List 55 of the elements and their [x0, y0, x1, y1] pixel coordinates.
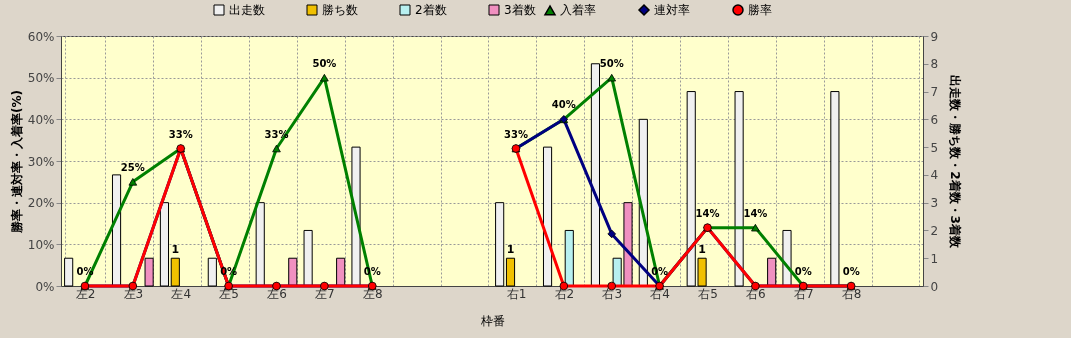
data-label: 0% — [794, 266, 812, 277]
y2-tick-label: 1 — [930, 251, 939, 266]
data-label: 1 — [171, 243, 180, 257]
y2-tick-label: 3 — [930, 196, 939, 211]
y2-tick-label: 2 — [930, 223, 939, 238]
y2-axis-title: 出走数・勝ち数・2着数・3着数 — [948, 75, 963, 249]
y2-tick-label: 8 — [930, 57, 939, 72]
y-tick-label: 60% — [27, 29, 55, 44]
y-tick-label: 10% — [27, 237, 55, 252]
legend-label: 入着率 — [560, 3, 596, 18]
y2-tick-label: 6 — [930, 112, 939, 127]
x-tick-label: 右1 — [506, 286, 527, 301]
data-label: 50% — [599, 57, 624, 69]
data-label: 1 — [506, 243, 515, 257]
x-tick-label: 右5 — [698, 286, 718, 301]
x-tick-label: 左2 — [75, 286, 96, 301]
y-tick-label: 30% — [27, 154, 55, 169]
legend-label: 2着数 — [415, 3, 447, 17]
data-label: 50% — [312, 57, 337, 69]
x-axis-title: 枠番 — [479, 313, 505, 328]
data-label: 1 — [698, 243, 706, 257]
x-tick-label: 左3 — [123, 286, 144, 301]
legend-label: 勝率 — [748, 3, 772, 17]
x-tick-label: 左6 — [267, 286, 287, 301]
y2-tick-label: 9 — [930, 29, 939, 44]
x-tick-label: 右4 — [650, 286, 670, 301]
y2-tick-label: 5 — [930, 140, 939, 155]
y-tick-label: 20% — [27, 196, 55, 211]
data-label: 14% — [695, 207, 720, 219]
x-tick-label: 右8 — [841, 286, 862, 301]
x-tick-label: 左4 — [171, 286, 192, 301]
y2-tick-label: 7 — [930, 85, 939, 100]
legend-label: 勝ち数 — [322, 3, 358, 17]
x-tick-label: 左5 — [219, 286, 239, 301]
y-tick-label: 50% — [27, 71, 55, 86]
x-tick-label: 左8 — [362, 286, 383, 301]
y2-tick-label: 0 — [930, 279, 939, 294]
x-tick-label: 右7 — [793, 286, 814, 301]
legend-label: 出走数 — [229, 3, 265, 17]
y-axis-title: 勝率・連対率・入着率(%) — [9, 90, 24, 234]
x-tick-label: 左7 — [315, 286, 335, 301]
x-tick-label: 右6 — [746, 286, 766, 301]
data-label: 33% — [503, 128, 528, 140]
data-label: 25% — [120, 161, 145, 173]
data-label: 40% — [551, 99, 576, 111]
data-label: 33% — [168, 128, 193, 140]
legend-label: 連対率 — [654, 3, 690, 17]
x-tick-label: 右2 — [554, 286, 575, 301]
y-tick-label: 0% — [35, 279, 55, 294]
legend-label: 3着数 — [504, 3, 536, 17]
x-tick-label: 右3 — [602, 286, 623, 301]
data-label: 14% — [743, 207, 768, 219]
y-tick-label: 40% — [27, 112, 55, 127]
y2-tick-label: 4 — [930, 168, 939, 183]
data-label: 0% — [842, 266, 860, 277]
